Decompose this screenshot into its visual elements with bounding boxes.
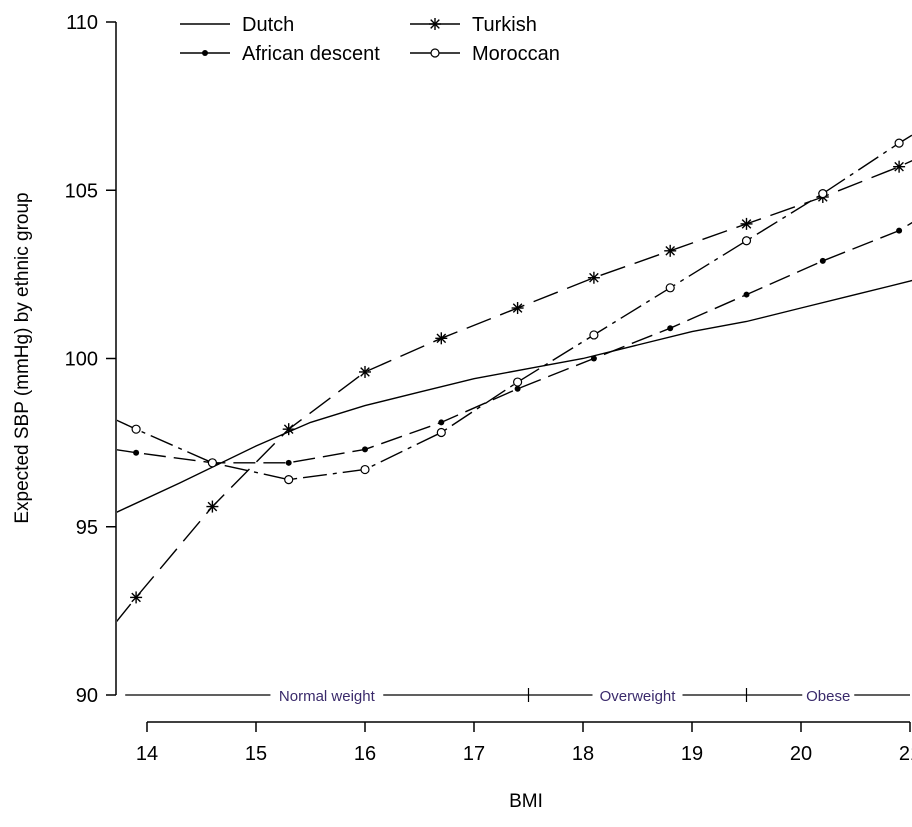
point-turkish-5-stroke	[436, 333, 447, 344]
point-turkish-2	[206, 500, 219, 513]
legend-label-dutch: Dutch	[242, 14, 294, 36]
point-african-descent-11	[896, 227, 903, 234]
x-tick-label-19: 19	[681, 743, 703, 765]
x-tick-label-20: 20	[790, 743, 812, 765]
point-turkish-3	[282, 423, 295, 436]
band-overweight: Overweight	[527, 688, 747, 705]
legend-label-moroccan: Moroccan	[472, 43, 560, 65]
point-moroccan-3	[284, 475, 294, 485]
series-african-descent	[117, 221, 912, 466]
point-african-descent-6	[514, 385, 521, 392]
legend-marker-turkish-stroke	[430, 19, 440, 29]
point-turkish-6	[511, 302, 524, 315]
point-african-descent-9	[743, 291, 750, 298]
point-turkish-8-stroke	[665, 246, 676, 256]
series-line-turkish	[117, 159, 912, 623]
y-axis: 90 95 100 105 110	[65, 12, 117, 707]
point-moroccan-2	[207, 458, 217, 468]
legend-marker-african-descent	[202, 50, 208, 56]
series-line-moroccan	[117, 134, 912, 481]
point-turkish-11	[893, 160, 906, 173]
band-normal-weight: Normal weight	[125, 688, 529, 705]
point-turkish-4	[359, 365, 371, 378]
point-turkish-1-stroke	[131, 592, 141, 603]
point-moroccan-9	[741, 236, 752, 246]
band-label-overweight: Overweight	[600, 688, 677, 705]
x-tick-label-17: 17	[463, 743, 485, 765]
point-moroccan-10	[818, 189, 828, 199]
x-axis-title: BMI	[509, 791, 543, 812]
point-turkish-11-stroke	[894, 161, 904, 172]
point-african-descent-7	[590, 355, 597, 362]
point-turkish-9-stroke	[741, 219, 752, 229]
point-turkish-3-stroke	[283, 424, 294, 434]
point-african-descent-3	[285, 459, 292, 466]
x-tick-label-18: 18	[572, 743, 594, 765]
legend-item-moroccan: Moroccan	[410, 43, 560, 65]
point-turkish-5	[435, 332, 448, 345]
legend-item-turkish: Turkish	[410, 14, 537, 36]
legend-marker-turkish	[429, 18, 441, 30]
point-turkish-6-stroke	[512, 303, 523, 313]
legend-label-african-descent: African descent	[242, 43, 380, 65]
band-label-obese: Obese	[806, 688, 850, 705]
y-tick-label-90: 90	[76, 685, 98, 707]
series-dutch	[117, 279, 912, 513]
legend-label-turkish: Turkish	[472, 14, 537, 36]
point-african-descent-8	[667, 325, 674, 332]
point-moroccan-6	[512, 377, 523, 387]
point-african-descent-5	[438, 419, 445, 426]
x-tick-label-21: 21	[899, 743, 912, 765]
point-moroccan-1	[131, 424, 141, 434]
point-moroccan-7	[589, 330, 599, 340]
point-african-descent-1	[133, 449, 140, 456]
series-line-dutch	[117, 279, 912, 513]
point-turkish-8	[664, 244, 677, 257]
point-moroccan-4	[360, 464, 370, 475]
x-tick-label-16: 16	[354, 743, 376, 765]
legend-marker-moroccan	[430, 48, 440, 58]
y-tick-label-105: 105	[65, 180, 98, 202]
point-moroccan-8	[665, 283, 675, 293]
point-turkish-9	[740, 217, 753, 230]
legend: Dutch African descent Turkish Moroccan	[180, 14, 560, 65]
x-tick-label-14: 14	[136, 743, 158, 765]
series-moroccan	[117, 134, 912, 485]
series-line-african-descent	[117, 221, 912, 464]
point-turkish-1	[130, 591, 143, 604]
x-axis: 14 15 16 17 18 19 20 21	[136, 721, 912, 765]
legend-item-african-descent: African descent	[180, 43, 380, 65]
legend-item-dutch: Dutch	[180, 14, 294, 36]
band-obese: Obese	[745, 688, 910, 705]
point-moroccan-5	[436, 427, 446, 438]
band-label-normal-weight: Normal weight	[279, 688, 376, 705]
series-turkish	[117, 159, 912, 623]
y-axis-title: Expected SBP (mmHg) by ethnic group	[12, 192, 33, 523]
y-tick-label-100: 100	[65, 349, 98, 371]
y-tick-label-110: 110	[66, 12, 98, 34]
series-layer	[117, 134, 912, 623]
point-moroccan-11	[894, 138, 904, 148]
point-turkish-2-stroke	[207, 501, 218, 512]
x-tick-label-15: 15	[245, 743, 267, 765]
point-african-descent-10	[819, 257, 826, 264]
point-african-descent-4	[362, 446, 368, 453]
bmi-category-bands: Normal weight Overweight Obese	[125, 688, 910, 705]
point-turkish-4-stroke	[360, 367, 370, 377]
y-tick-label-95: 95	[76, 517, 98, 539]
point-turkish-7-stroke	[589, 272, 599, 283]
point-turkish-7	[587, 271, 600, 284]
